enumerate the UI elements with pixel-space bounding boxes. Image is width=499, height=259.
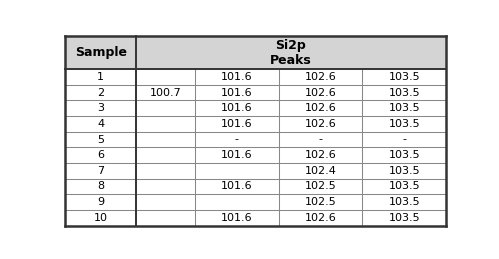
Text: 101.6: 101.6	[221, 103, 252, 113]
Text: 102.5: 102.5	[304, 197, 336, 207]
Text: 103.5: 103.5	[388, 166, 420, 176]
Text: 101.6: 101.6	[221, 213, 252, 223]
Text: 101.6: 101.6	[221, 150, 252, 160]
Text: 103.5: 103.5	[388, 150, 420, 160]
Text: 101.6: 101.6	[221, 88, 252, 98]
Text: 103.5: 103.5	[388, 119, 420, 129]
Text: 102.6: 102.6	[304, 119, 336, 129]
Bar	[65, 179, 446, 194]
Text: 2: 2	[97, 88, 104, 98]
Text: -: -	[318, 135, 322, 145]
Text: 103.5: 103.5	[388, 103, 420, 113]
Text: 102.4: 102.4	[304, 166, 336, 176]
Text: 10: 10	[94, 213, 108, 223]
Text: 3: 3	[97, 103, 104, 113]
Bar	[65, 132, 446, 147]
Text: 102.6: 102.6	[304, 72, 336, 82]
Text: 9: 9	[97, 197, 104, 207]
Text: 102.6: 102.6	[304, 150, 336, 160]
Text: 102.6: 102.6	[304, 103, 336, 113]
Bar	[65, 36, 136, 69]
Text: 101.6: 101.6	[221, 182, 252, 191]
Text: -: -	[235, 135, 239, 145]
Text: 102.6: 102.6	[304, 213, 336, 223]
Text: 102.5: 102.5	[304, 182, 336, 191]
Text: 1: 1	[97, 72, 104, 82]
Bar	[65, 69, 446, 85]
Text: 103.5: 103.5	[388, 197, 420, 207]
Text: Sample: Sample	[75, 46, 127, 59]
Text: 6: 6	[97, 150, 104, 160]
Text: 103.5: 103.5	[388, 213, 420, 223]
Bar	[65, 210, 446, 226]
Text: 4: 4	[97, 119, 104, 129]
Bar	[65, 116, 446, 132]
Text: 101.6: 101.6	[221, 72, 252, 82]
Text: -: -	[402, 135, 406, 145]
Bar	[65, 85, 446, 100]
Bar	[136, 36, 446, 69]
Bar	[65, 147, 446, 163]
Text: Si2p
Peaks: Si2p Peaks	[270, 39, 312, 67]
Text: 101.6: 101.6	[221, 119, 252, 129]
Text: 103.5: 103.5	[388, 88, 420, 98]
Text: 7: 7	[97, 166, 104, 176]
Text: 100.7: 100.7	[150, 88, 181, 98]
Bar	[65, 100, 446, 116]
Text: 102.6: 102.6	[304, 88, 336, 98]
Bar	[65, 163, 446, 179]
Text: 5: 5	[97, 135, 104, 145]
Text: 103.5: 103.5	[388, 182, 420, 191]
Bar	[65, 194, 446, 210]
Text: 103.5: 103.5	[388, 72, 420, 82]
Text: 8: 8	[97, 182, 104, 191]
